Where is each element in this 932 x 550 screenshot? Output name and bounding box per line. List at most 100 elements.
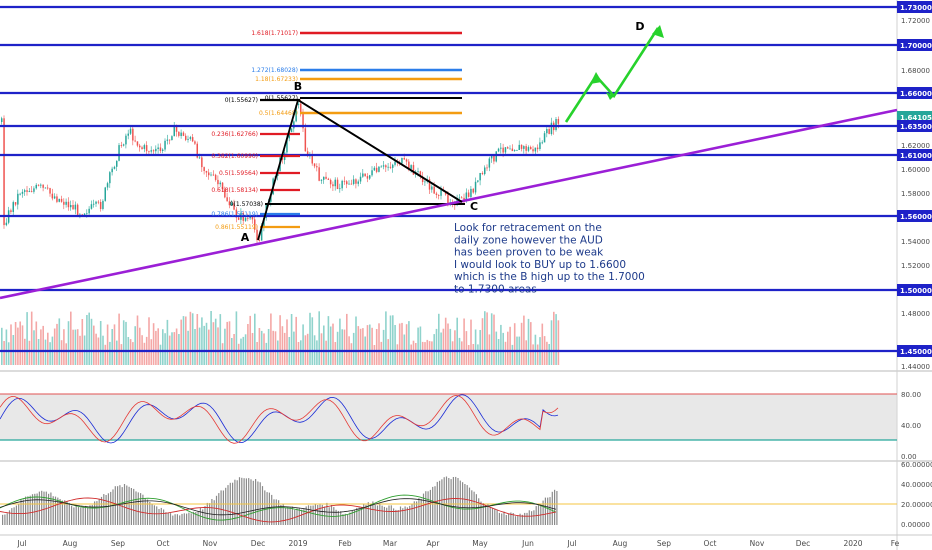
candle-body [366, 176, 369, 179]
candle-body [412, 165, 415, 175]
volume-bar [534, 334, 537, 365]
volume-bar [541, 323, 544, 365]
candle-body [205, 171, 208, 173]
volume-bar [490, 313, 493, 365]
adx-histogram-bar [163, 509, 165, 525]
time-axis-label: Feb [338, 539, 352, 548]
candle-body [334, 179, 336, 187]
volume-bar [334, 342, 337, 365]
volume-bar [166, 319, 169, 365]
candle-body [247, 217, 249, 219]
volume-bar [419, 326, 422, 365]
adx-histogram-bar [326, 502, 328, 525]
adx-histogram-bar [528, 510, 530, 525]
candle-body [95, 201, 97, 204]
candle-body [60, 198, 63, 202]
annotation-text: to 1.7300 areas [454, 284, 537, 296]
adx-histogram-bar [133, 488, 135, 525]
adx-histogram-bar [61, 500, 63, 525]
adx-histogram-bar [390, 505, 392, 525]
adx-histogram-bar [250, 479, 252, 525]
volume-bar [465, 331, 468, 365]
fib-extension-label: 0.5(1.64468) [259, 110, 298, 117]
adx-histogram-bar [227, 485, 229, 525]
volume-bar [58, 318, 61, 365]
volume-bar [318, 311, 320, 365]
adx-histogram-bar [135, 491, 137, 525]
level-price-label: 1.66000 [900, 90, 932, 98]
volume-bar [47, 332, 49, 365]
volume-bar [336, 331, 339, 365]
time-axis-label: Mar [383, 539, 398, 548]
adx-histogram-bar [130, 488, 132, 525]
volume-bar [451, 341, 454, 365]
candle-body [555, 119, 557, 130]
adx-histogram-bar [524, 512, 526, 525]
adx-histogram-bar [291, 506, 293, 525]
adx-histogram-bar [383, 506, 385, 525]
candle-body [260, 228, 263, 241]
candle-body [509, 148, 511, 150]
candle-body [118, 145, 120, 161]
volume-bar [523, 315, 525, 365]
volume-bar [191, 313, 194, 365]
adx-histogram-bar [544, 497, 546, 525]
volume-bar [1, 327, 3, 365]
candle-body [113, 166, 116, 169]
adx-histogram-bar [358, 507, 360, 525]
annotation-text: Look for retracement on the [454, 222, 602, 234]
candle-body [380, 166, 382, 168]
adx-histogram-bar [388, 505, 390, 525]
candle-body [293, 121, 295, 129]
price-axis-tick: 1.54000 [901, 238, 930, 246]
fib-extension-label: 1.618(1.71017) [251, 30, 298, 37]
volume-bar [403, 334, 406, 365]
adx-histogram-bar [84, 505, 86, 525]
volume-bar [426, 339, 429, 365]
candle-body [224, 189, 226, 198]
adx-axis-tick: 0.00000 [901, 521, 930, 529]
adx-histogram-bar [347, 514, 349, 525]
adx-histogram-bar [64, 500, 66, 525]
volume-bar [412, 340, 415, 365]
adx-histogram-bar [220, 490, 222, 525]
volume-bar [72, 329, 74, 365]
volume-bar [180, 319, 182, 365]
candle-body [435, 193, 438, 195]
candle-body [401, 158, 403, 164]
volume-bar [281, 326, 284, 365]
adx-histogram-bar [80, 507, 82, 525]
adx-histogram-bar [52, 496, 54, 525]
adx-histogram-bar [379, 503, 381, 525]
adx-histogram-bar [386, 507, 388, 525]
adx-histogram-bar [248, 478, 250, 525]
volume-bar [208, 329, 210, 365]
candle-body [175, 126, 178, 132]
adx-histogram-bar [494, 508, 496, 525]
volume-bar [221, 343, 224, 365]
fib-retracement-label: 0.382(1.60990) [211, 153, 258, 160]
candle-body [56, 196, 58, 202]
candle-body [534, 147, 537, 152]
volume-bar [270, 313, 272, 365]
projection-arrowhead [590, 72, 602, 84]
candle-body [237, 217, 240, 220]
volume-bar [463, 318, 465, 365]
candle-body [148, 151, 150, 153]
volume-bar [302, 324, 304, 365]
level-price-tag [897, 210, 932, 222]
volume-bar [431, 341, 433, 365]
volume-bar [449, 328, 452, 365]
candle-body [214, 174, 217, 180]
volume-bar [456, 317, 458, 365]
level-price-tag [897, 120, 932, 132]
adx-axis-tick: 20.00000 [901, 501, 932, 509]
adx-histogram-bar [521, 514, 523, 525]
adx-histogram-bar [211, 499, 213, 525]
candle-body [382, 165, 385, 167]
adx-histogram-bar [303, 509, 305, 525]
volume-bar [550, 320, 553, 365]
level-price-label: 1.70000 [900, 42, 932, 50]
adx-histogram-bar [169, 513, 172, 525]
